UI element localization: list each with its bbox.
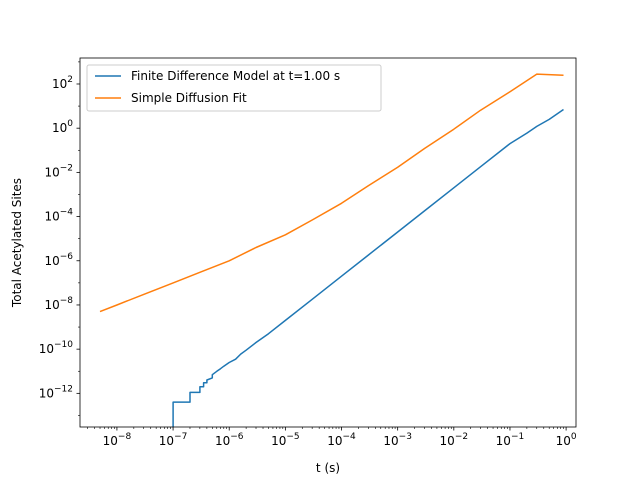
- x-tick-label: 10−3: [383, 432, 412, 448]
- series-line-finite-difference: [172, 108, 564, 427]
- x-tick-label: 10−1: [496, 432, 525, 448]
- y-tick-label: 10−2: [44, 163, 73, 179]
- y-axis-label: Total Acetylated Sites: [10, 178, 24, 308]
- x-tick-label: 10−8: [103, 432, 132, 448]
- x-tick-label: 10−4: [327, 432, 356, 448]
- legend-label-finite-difference: Finite Difference Model at t=1.00 s: [131, 69, 340, 83]
- x-tick-label: 100: [556, 432, 577, 448]
- y-tick-label: 102: [52, 75, 73, 91]
- y-tick-label: 100: [52, 119, 73, 135]
- y-tick-label: 10−4: [44, 208, 73, 224]
- y-tick-label: 10−6: [44, 252, 73, 268]
- axis-ticks: 10−8 10−7 10−6 10−5 10−4 10−3 10−2 10−1 100 10−12…: [39, 61, 577, 448]
- x-tick-label: 10−5: [271, 432, 300, 448]
- plot-area: [99, 73, 564, 427]
- legend-label-simple-diffusion: Simple Diffusion Fit: [131, 91, 247, 105]
- y-tick-label: 10−10: [39, 340, 74, 356]
- series-line-simple-diffusion: [99, 73, 564, 313]
- x-tick-label: 10−2: [440, 432, 469, 448]
- x-tick-label: 10−6: [215, 432, 244, 448]
- legend-box: [86, 64, 382, 112]
- x-tick-label: 10−7: [159, 432, 188, 448]
- axes-frame: [79, 57, 577, 428]
- y-tick-label: 10−12: [39, 384, 73, 400]
- y-tick-label: 10−8: [44, 296, 73, 312]
- legend: Finite Difference Model at t=1.00 s Simp…: [86, 64, 382, 112]
- x-axis-label: t (s): [316, 461, 340, 475]
